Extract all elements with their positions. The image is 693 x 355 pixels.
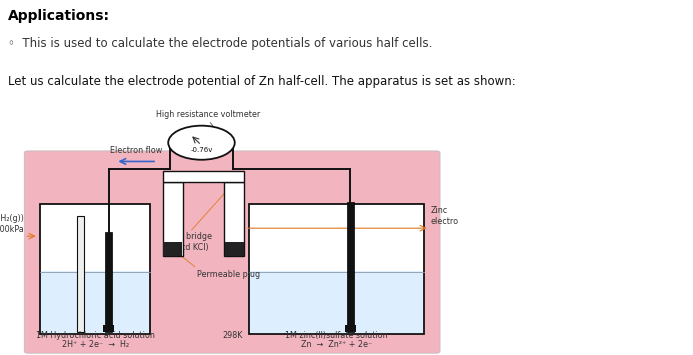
Text: 1M Hydrochloric acid solution: 1M Hydrochloric acid solution [36,331,155,339]
Text: Electron flow: Electron flow [110,146,162,155]
Bar [77,216,84,332]
Text: Zn  →  Zn²⁺ + 2e⁻: Zn → Zn²⁺ + 2e⁻ [301,340,372,349]
Text: Let us calculate the electrode potential of Zn half-cell. The apparatus is set a: Let us calculate the electrode potential… [8,75,516,88]
Bar [344,326,356,332]
Bar [225,242,244,256]
Bar [163,182,183,256]
Text: 2H⁺ + 2e⁻  →  H₂: 2H⁺ + 2e⁻ → H₂ [62,340,129,349]
Text: Applications:: Applications: [8,9,110,23]
Bar [249,204,424,334]
Bar [164,242,182,256]
Bar [224,182,245,256]
Circle shape [168,126,235,160]
Bar [163,170,245,182]
Text: High resistance voltmeter: High resistance voltmeter [157,110,261,119]
Bar [346,202,353,332]
Bar [103,326,114,332]
Text: Zinc
electro: Zinc electro [430,206,459,226]
Bar [40,204,150,334]
Text: Hydrogen gas (H₂(g))
at 100kPa: Hydrogen gas (H₂(g)) at 100kPa [0,214,24,234]
Text: 1M zinc(II)sulfate solution: 1M zinc(II)sulfate solution [285,331,387,339]
Text: 298K: 298K [222,331,243,339]
Text: Salt bridge
(satd KCl): Salt bridge (satd KCl) [168,232,211,252]
Bar [105,232,112,332]
Text: Permeable plug: Permeable plug [197,270,260,279]
Bar [250,271,423,333]
Bar [42,271,149,333]
Text: -0.76v: -0.76v [191,147,213,153]
Text: ◦  This is used to calculate the electrode potentials of various half cells.: ◦ This is used to calculate the electrod… [8,37,432,50]
FancyBboxPatch shape [24,151,440,353]
